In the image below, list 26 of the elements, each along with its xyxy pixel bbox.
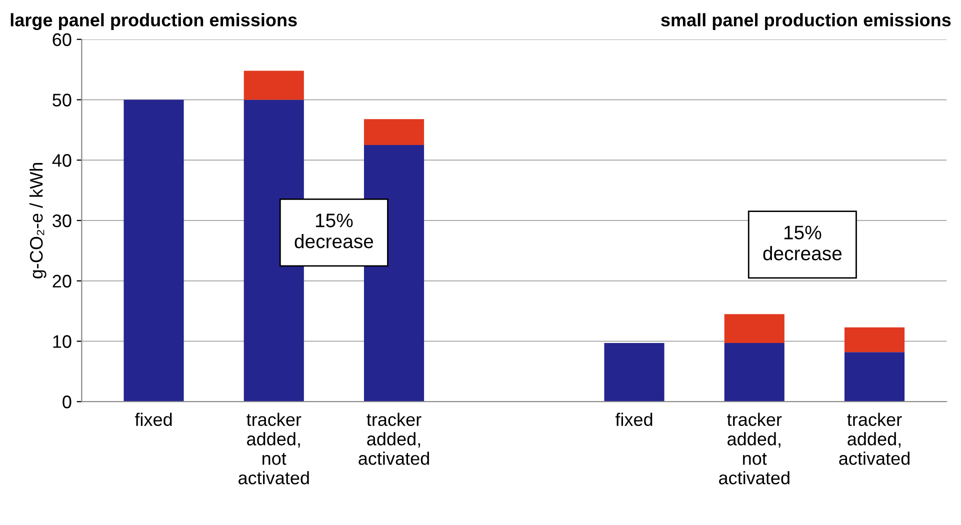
annotation: 15% decrease xyxy=(763,226,842,260)
bar xyxy=(244,70,304,100)
bar xyxy=(124,100,184,402)
annotation: 15% decrease xyxy=(294,214,374,248)
y-tick-label: 10 xyxy=(53,335,72,348)
x-tick-label: fixed xyxy=(615,412,652,426)
x-tick-label: tracker added, not activated xyxy=(238,412,309,484)
y-tick-label: 0 xyxy=(62,396,72,408)
y-axis-title: g-CO₂-e / kWh xyxy=(29,162,46,278)
x-tick-label: tracker added, activated xyxy=(839,412,910,465)
chart-title: large panel production emissions xyxy=(10,13,297,30)
y-tick-label: 40 xyxy=(52,154,72,167)
bar xyxy=(844,327,905,352)
bar xyxy=(604,343,664,402)
x-tick-label: fixed xyxy=(134,412,172,426)
bar xyxy=(844,352,905,402)
bar xyxy=(724,343,784,402)
y-tick-label: 50 xyxy=(52,94,72,106)
x-tick-label: tracker added, not activated xyxy=(719,412,790,484)
y-tick-label: 20 xyxy=(52,274,72,288)
text: small panel production emissions xyxy=(661,13,951,30)
x-tick-label: tracker added, activated xyxy=(358,412,429,465)
bar xyxy=(364,119,424,146)
y-tick-label: 30 xyxy=(52,214,72,228)
y-tick-label: 60 xyxy=(52,33,72,46)
bar xyxy=(724,314,784,344)
